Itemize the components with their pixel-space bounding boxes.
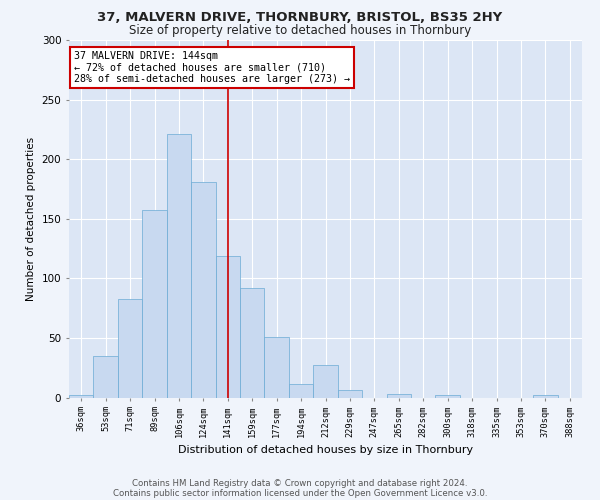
Bar xyxy=(69,395,94,398)
Bar xyxy=(265,336,289,398)
Text: Contains HM Land Registry data © Crown copyright and database right 2024.: Contains HM Land Registry data © Crown c… xyxy=(132,478,468,488)
Bar xyxy=(313,366,338,398)
Text: 37 MALVERN DRIVE: 144sqm
← 72% of detached houses are smaller (710)
28% of semi-: 37 MALVERN DRIVE: 144sqm ← 72% of detach… xyxy=(74,50,350,84)
Text: 37, MALVERN DRIVE, THORNBURY, BRISTOL, BS35 2HY: 37, MALVERN DRIVE, THORNBURY, BRISTOL, B… xyxy=(97,11,503,24)
Bar xyxy=(533,395,557,398)
Text: Size of property relative to detached houses in Thornbury: Size of property relative to detached ho… xyxy=(129,24,471,37)
Y-axis label: Number of detached properties: Number of detached properties xyxy=(26,136,36,301)
Bar xyxy=(338,390,362,398)
Text: Contains public sector information licensed under the Open Government Licence v3: Contains public sector information licen… xyxy=(113,488,487,498)
Bar xyxy=(94,356,118,398)
Bar xyxy=(240,288,265,398)
Bar xyxy=(215,256,240,398)
Bar xyxy=(142,210,167,398)
X-axis label: Distribution of detached houses by size in Thornbury: Distribution of detached houses by size … xyxy=(178,445,473,455)
Bar xyxy=(191,182,215,398)
Bar xyxy=(118,298,142,398)
Bar xyxy=(386,394,411,398)
Bar xyxy=(167,134,191,398)
Bar xyxy=(436,395,460,398)
Bar xyxy=(289,384,313,398)
